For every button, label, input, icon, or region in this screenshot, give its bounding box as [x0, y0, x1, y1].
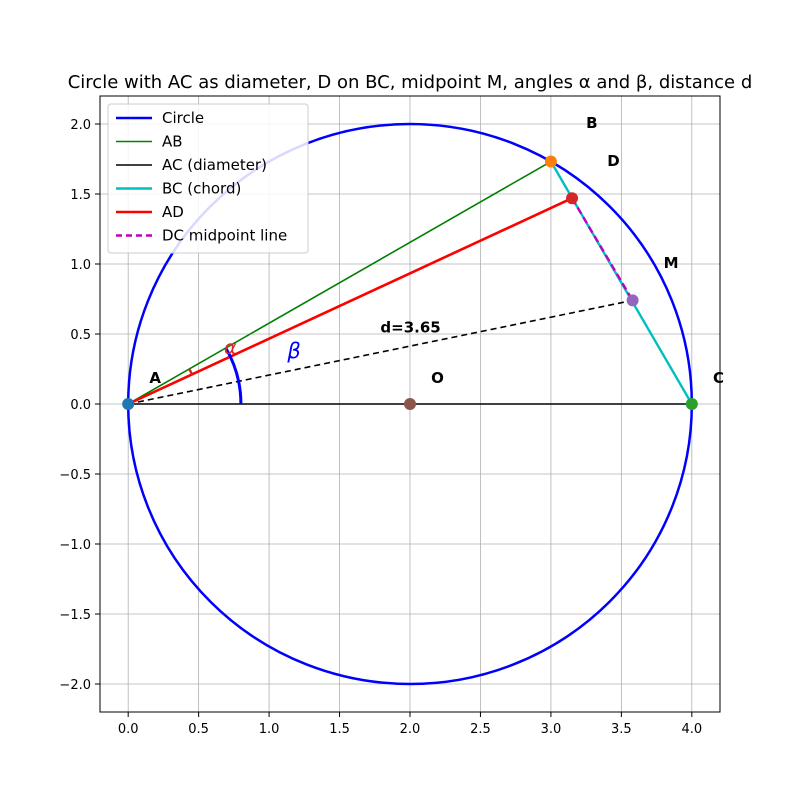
point-marker-a: [122, 398, 135, 410]
x-tick-label: 3.5: [611, 722, 632, 737]
y-tick-label: −1.0: [59, 538, 91, 553]
point-label-b: B: [586, 114, 597, 132]
chart-title: Circle with AC as diameter, D on BC, mid…: [68, 72, 753, 93]
y-tick-label: −0.5: [59, 468, 91, 483]
x-tick-label: 0.5: [188, 722, 209, 737]
series-line: [571, 197, 634, 302]
legend-label: Circle: [162, 109, 204, 127]
point-label-c: C: [713, 369, 724, 387]
point-label-d: D: [607, 152, 619, 170]
y-tick-label: −1.5: [59, 608, 91, 623]
x-tick-label: 4.0: [681, 722, 702, 737]
point-label-a: A: [149, 369, 161, 387]
point-marker-d: [566, 192, 579, 205]
point-marker-c: [685, 398, 698, 410]
point-marker-o: [404, 398, 416, 410]
angle-alpha-label: α: [224, 337, 237, 359]
y-tick-label: −2.0: [59, 678, 91, 693]
angle-beta-arc: [224, 347, 243, 405]
y-tick-label: 2.0: [70, 118, 91, 133]
legend-label: DC midpoint line: [162, 227, 287, 245]
x-tick-label: 3.0: [541, 722, 562, 737]
y-tick-label: 0.5: [70, 328, 91, 343]
distance-label: d=3.65: [380, 319, 440, 337]
point-label-o: O: [431, 369, 444, 387]
legend-label: BC (chord): [162, 180, 241, 198]
x-tick-label: 1.5: [329, 722, 350, 737]
distance-line: [128, 299, 633, 405]
y-tick-label: 1.5: [70, 188, 91, 203]
legend-label: AB: [162, 133, 183, 151]
point-marker-m: [626, 294, 639, 307]
legend-label: AC (diameter): [162, 156, 267, 174]
y-tick-label: 1.0: [70, 258, 91, 273]
legend-label: AD: [162, 203, 184, 221]
series-line: [127, 197, 573, 406]
legend: Circle AB AC (diameter) BC (chord) AD DC midp…: [107, 103, 309, 254]
point-label-m: M: [664, 254, 679, 272]
x-tick-label: 2.5: [470, 722, 491, 737]
angle-alpha-arc: [188, 368, 194, 375]
angle-beta-label: β: [286, 339, 300, 363]
point-marker-b: [544, 155, 557, 168]
legend-box: [107, 103, 309, 254]
x-tick-label: 1.0: [259, 722, 280, 737]
series-line: [127, 160, 552, 405]
x-tick-label: 2.0: [400, 722, 421, 737]
x-tick-label: 0.0: [118, 722, 139, 737]
axes: 0.0 0.5 1.0 1.5 2.0 2.5 3.0 3.5 4.0 −2.0 −1.5 −1.0 −…: [59, 95, 721, 737]
y-tick-label: 0.0: [70, 398, 91, 413]
